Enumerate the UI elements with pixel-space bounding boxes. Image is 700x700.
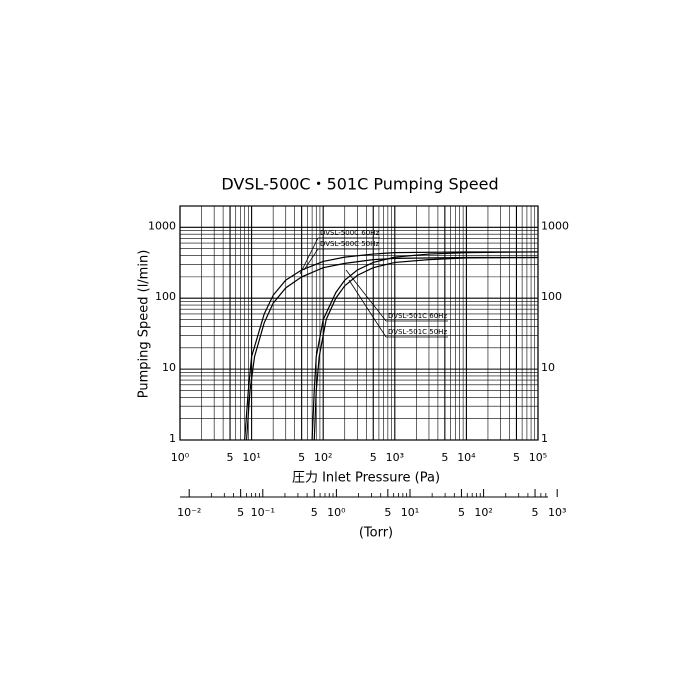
series-line (245, 256, 538, 441)
x-tick-label: 5 (441, 451, 448, 464)
y-tick-label: 1 (541, 432, 548, 445)
leader (348, 279, 387, 338)
legend-label: DVSL-501C 60Hz (388, 312, 447, 320)
chart-title: DVSL-500C・501C Pumping Speed (221, 175, 498, 194)
x-tick-label: 5 (298, 451, 305, 464)
plot-frame (179, 205, 539, 441)
y-tick-label: 100 (155, 290, 176, 303)
x2-tick-label: 10⁻² (177, 506, 201, 519)
x2-tick-label: 10⁻¹ (251, 506, 275, 519)
x2-tick-label: 5 (458, 506, 465, 519)
x2-axis-label: (Torr) (359, 526, 393, 541)
legend-label: DVSL-500C 60Hz (320, 229, 379, 237)
y-tick-label: 10 (162, 361, 176, 374)
x2-tick-label: 5 (237, 506, 244, 519)
x-tick-label: 10¹ (242, 451, 260, 464)
x2-tick-label: 10² (474, 506, 492, 519)
x2-tick-label: 10³ (548, 506, 566, 519)
x-tick-label: 10⁵ (529, 451, 547, 464)
x-tick-label: 10⁴ (457, 451, 476, 464)
x2-tick-label: 10⁰ (327, 506, 346, 519)
x-tick-label: 10² (314, 451, 332, 464)
y-tick-label: 1000 (148, 219, 176, 232)
y-tick-label: 100 (541, 290, 562, 303)
leader (303, 248, 319, 271)
annotations (299, 237, 448, 338)
x-tick-label: 5 (370, 451, 377, 464)
x-tick-label: 10³ (386, 451, 404, 464)
x-tick-label: 5 (227, 451, 234, 464)
x2-tick-label: 10¹ (401, 506, 419, 519)
series-line (313, 256, 539, 441)
legend-label: DVSL-500C 50Hz (320, 240, 379, 248)
y-tick-label: 1 (169, 432, 176, 445)
series-line (311, 251, 539, 441)
y-axis-label: Pumping Speed (l/min) (137, 250, 152, 399)
x-axis-label: 圧力 Inlet Pressure (Pa) (292, 471, 440, 486)
y-tick-label: 1000 (541, 219, 569, 232)
series-line (244, 251, 538, 441)
x2-tick-label: 5 (311, 506, 318, 519)
y-tick-label: 10 (541, 361, 555, 374)
legend-label: DVSL-501C 50Hz (388, 328, 447, 336)
x-tick-label: 5 (513, 451, 520, 464)
x-tick-label: 10⁰ (171, 451, 190, 464)
leader (299, 237, 319, 275)
x2-tick-label: 5 (532, 506, 539, 519)
x2-tick-label: 5 (384, 506, 391, 519)
